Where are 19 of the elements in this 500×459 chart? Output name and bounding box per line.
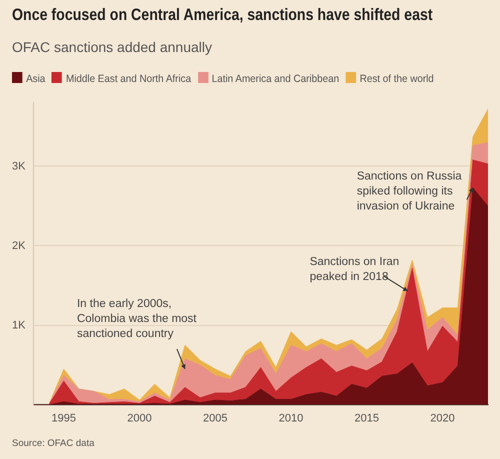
chart-title: Once focused on Central America, sanctions have shifted east [12, 6, 433, 25]
y-tick-label: 1K [12, 319, 26, 332]
chart-subtitle: OFAC sanctions added annually [12, 39, 212, 55]
x-tick-label: 2000 [127, 412, 152, 424]
x-tick-label: 1995 [52, 412, 76, 424]
source-note: Source: OFAC data [12, 438, 94, 449]
annotation: In the early 2000s, Colombia was the most sanctioned country [76, 298, 198, 340]
x-tick-label: 2010 [278, 412, 304, 424]
x-tick-label: 2020 [430, 412, 455, 424]
legend-label: Middle East and North Africa [65, 72, 192, 85]
y-tick-label: 2K [12, 240, 26, 252]
annotation: Sanctions on Iran peaked in 2018 [310, 256, 400, 284]
legend-label: Rest of the world [358, 72, 434, 85]
legend-label: Latin America and Caribbean [210, 72, 340, 85]
y-tick-label: 3K [12, 160, 26, 172]
x-tick-label: 2005 [203, 412, 228, 424]
legend-label: Asia [25, 72, 46, 85]
annotation: Sanctions on Russia spiked following its invasion of Ukraine [356, 170, 462, 213]
x-tick-label: 2015 [354, 412, 380, 424]
